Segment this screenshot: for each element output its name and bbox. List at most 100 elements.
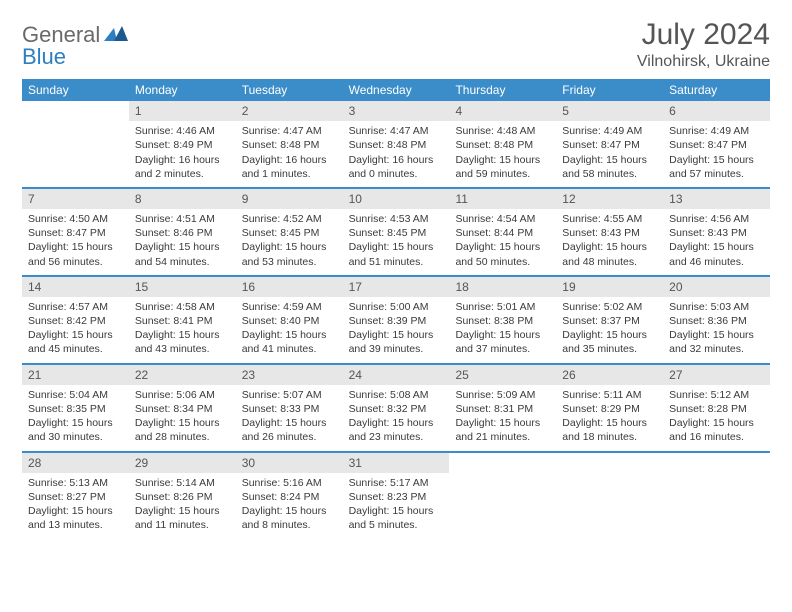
day-number: 13 xyxy=(663,189,770,209)
day-number: 22 xyxy=(129,365,236,385)
sunset-line: Sunset: 8:33 PM xyxy=(242,402,337,416)
daylight-line: Daylight: 15 hours and 41 minutes. xyxy=(242,328,337,356)
day-number: 12 xyxy=(556,189,663,209)
sunset-line: Sunset: 8:43 PM xyxy=(562,226,657,240)
sunrise-line: Sunrise: 4:59 AM xyxy=(242,300,337,314)
day-body: Sunrise: 4:58 AMSunset: 8:41 PMDaylight:… xyxy=(129,297,236,363)
day-cell: 7Sunrise: 4:50 AMSunset: 8:47 PMDaylight… xyxy=(22,189,129,275)
sunset-line: Sunset: 8:38 PM xyxy=(455,314,550,328)
daylight-line: Daylight: 15 hours and 16 minutes. xyxy=(669,416,764,444)
sunrise-line: Sunrise: 4:49 AM xyxy=(562,124,657,138)
location-text: Vilnohirsk, Ukraine xyxy=(637,53,770,71)
day-number: 30 xyxy=(236,453,343,473)
weeks-container: . 1Sunrise: 4:46 AMSunset: 8:49 PMDayligh… xyxy=(22,101,770,538)
sunrise-line: Sunrise: 5:04 AM xyxy=(28,388,123,402)
week-row: 21Sunrise: 5:04 AMSunset: 8:35 PMDayligh… xyxy=(22,363,770,451)
logo-word2: Blue xyxy=(22,44,66,70)
day-cell: 21Sunrise: 5:04 AMSunset: 8:35 PMDayligh… xyxy=(22,365,129,451)
day-body: Sunrise: 4:48 AMSunset: 8:48 PMDaylight:… xyxy=(449,121,556,187)
day-cell: 4Sunrise: 4:48 AMSunset: 8:48 PMDaylight… xyxy=(449,101,556,187)
day-cell: 22Sunrise: 5:06 AMSunset: 8:34 PMDayligh… xyxy=(129,365,236,451)
daylight-line: Daylight: 15 hours and 18 minutes. xyxy=(562,416,657,444)
day-body: Sunrise: 5:16 AMSunset: 8:24 PMDaylight:… xyxy=(236,473,343,539)
daylight-line: Daylight: 15 hours and 11 minutes. xyxy=(135,504,230,532)
header: General July 2024 Vilnohirsk, Ukraine xyxy=(22,18,770,71)
daylight-line: Daylight: 15 hours and 50 minutes. xyxy=(455,240,550,268)
day-cell: 31Sunrise: 5:17 AMSunset: 8:23 PMDayligh… xyxy=(343,453,450,539)
day-number: 27 xyxy=(663,365,770,385)
day-number: 16 xyxy=(236,277,343,297)
sunrise-line: Sunrise: 4:55 AM xyxy=(562,212,657,226)
day-body: Sunrise: 4:56 AMSunset: 8:43 PMDaylight:… xyxy=(663,209,770,275)
day-cell: 2Sunrise: 4:47 AMSunset: 8:48 PMDaylight… xyxy=(236,101,343,187)
dow-cell: Monday xyxy=(129,79,236,101)
day-cell: 30Sunrise: 5:16 AMSunset: 8:24 PMDayligh… xyxy=(236,453,343,539)
sunrise-line: Sunrise: 5:03 AM xyxy=(669,300,764,314)
day-number: 8 xyxy=(129,189,236,209)
sunrise-line: Sunrise: 4:51 AM xyxy=(135,212,230,226)
day-body: Sunrise: 5:12 AMSunset: 8:28 PMDaylight:… xyxy=(663,385,770,451)
sunset-line: Sunset: 8:48 PM xyxy=(455,138,550,152)
daylight-line: Daylight: 15 hours and 21 minutes. xyxy=(455,416,550,444)
day-body: Sunrise: 4:46 AMSunset: 8:49 PMDaylight:… xyxy=(129,121,236,187)
daylight-line: Daylight: 15 hours and 8 minutes. xyxy=(242,504,337,532)
daylight-line: Daylight: 15 hours and 51 minutes. xyxy=(349,240,444,268)
sunset-line: Sunset: 8:34 PM xyxy=(135,402,230,416)
sunset-line: Sunset: 8:28 PM xyxy=(669,402,764,416)
sunset-line: Sunset: 8:45 PM xyxy=(242,226,337,240)
day-body: Sunrise: 4:55 AMSunset: 8:43 PMDaylight:… xyxy=(556,209,663,275)
sunrise-line: Sunrise: 5:02 AM xyxy=(562,300,657,314)
sunrise-line: Sunrise: 4:47 AM xyxy=(349,124,444,138)
daylight-line: Daylight: 15 hours and 59 minutes. xyxy=(455,153,550,181)
day-cell: 23Sunrise: 5:07 AMSunset: 8:33 PMDayligh… xyxy=(236,365,343,451)
day-body: Sunrise: 5:14 AMSunset: 8:26 PMDaylight:… xyxy=(129,473,236,539)
day-body: Sunrise: 5:04 AMSunset: 8:35 PMDaylight:… xyxy=(22,385,129,451)
day-cell: 27Sunrise: 5:12 AMSunset: 8:28 PMDayligh… xyxy=(663,365,770,451)
day-cell: . xyxy=(449,453,556,539)
day-number: 19 xyxy=(556,277,663,297)
dow-cell: Tuesday xyxy=(236,79,343,101)
day-number: 21 xyxy=(22,365,129,385)
day-cell: 3Sunrise: 4:47 AMSunset: 8:48 PMDaylight… xyxy=(343,101,450,187)
daylight-line: Daylight: 16 hours and 1 minutes. xyxy=(242,153,337,181)
day-body: Sunrise: 4:50 AMSunset: 8:47 PMDaylight:… xyxy=(22,209,129,275)
day-number: 20 xyxy=(663,277,770,297)
daylight-line: Daylight: 15 hours and 48 minutes. xyxy=(562,240,657,268)
sunrise-line: Sunrise: 4:58 AM xyxy=(135,300,230,314)
daylight-line: Daylight: 15 hours and 56 minutes. xyxy=(28,240,123,268)
day-number: 26 xyxy=(556,365,663,385)
day-number: 24 xyxy=(343,365,450,385)
sunset-line: Sunset: 8:32 PM xyxy=(349,402,444,416)
day-body: Sunrise: 4:57 AMSunset: 8:42 PMDaylight:… xyxy=(22,297,129,363)
day-body: Sunrise: 4:59 AMSunset: 8:40 PMDaylight:… xyxy=(236,297,343,363)
sunrise-line: Sunrise: 5:06 AM xyxy=(135,388,230,402)
day-cell: 1Sunrise: 4:46 AMSunset: 8:49 PMDaylight… xyxy=(129,101,236,187)
daylight-line: Daylight: 15 hours and 13 minutes. xyxy=(28,504,123,532)
day-body: Sunrise: 5:09 AMSunset: 8:31 PMDaylight:… xyxy=(449,385,556,451)
sunrise-line: Sunrise: 5:13 AM xyxy=(28,476,123,490)
sunset-line: Sunset: 8:39 PM xyxy=(349,314,444,328)
day-body: Sunrise: 5:17 AMSunset: 8:23 PMDaylight:… xyxy=(343,473,450,539)
week-row: 28Sunrise: 5:13 AMSunset: 8:27 PMDayligh… xyxy=(22,451,770,539)
day-body: Sunrise: 5:02 AMSunset: 8:37 PMDaylight:… xyxy=(556,297,663,363)
daylight-line: Daylight: 15 hours and 54 minutes. xyxy=(135,240,230,268)
daylight-line: Daylight: 15 hours and 57 minutes. xyxy=(669,153,764,181)
day-body: Sunrise: 4:47 AMSunset: 8:48 PMDaylight:… xyxy=(236,121,343,187)
day-body: Sunrise: 4:49 AMSunset: 8:47 PMDaylight:… xyxy=(556,121,663,187)
daylight-line: Daylight: 15 hours and 26 minutes. xyxy=(242,416,337,444)
day-cell: 26Sunrise: 5:11 AMSunset: 8:29 PMDayligh… xyxy=(556,365,663,451)
daylight-line: Daylight: 15 hours and 5 minutes. xyxy=(349,504,444,532)
sunset-line: Sunset: 8:48 PM xyxy=(242,138,337,152)
day-number: 23 xyxy=(236,365,343,385)
day-cell: 25Sunrise: 5:09 AMSunset: 8:31 PMDayligh… xyxy=(449,365,556,451)
day-body: Sunrise: 5:00 AMSunset: 8:39 PMDaylight:… xyxy=(343,297,450,363)
sunset-line: Sunset: 8:48 PM xyxy=(349,138,444,152)
dow-cell: Sunday xyxy=(22,79,129,101)
sunrise-line: Sunrise: 4:49 AM xyxy=(669,124,764,138)
sunrise-line: Sunrise: 5:01 AM xyxy=(455,300,550,314)
day-cell: 5Sunrise: 4:49 AMSunset: 8:47 PMDaylight… xyxy=(556,101,663,187)
sunrise-line: Sunrise: 4:53 AM xyxy=(349,212,444,226)
sunset-line: Sunset: 8:44 PM xyxy=(455,226,550,240)
sunrise-line: Sunrise: 4:46 AM xyxy=(135,124,230,138)
day-number: 1 xyxy=(129,101,236,121)
